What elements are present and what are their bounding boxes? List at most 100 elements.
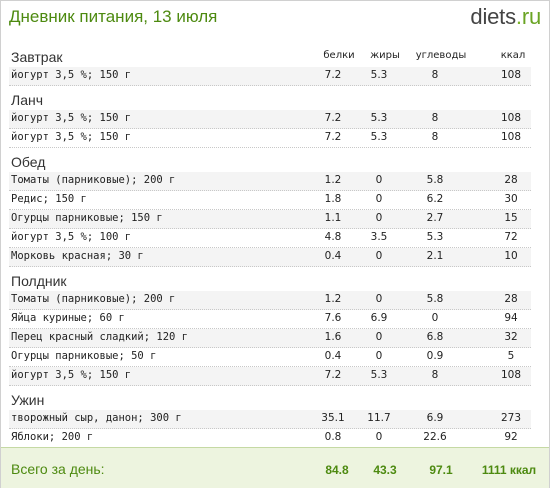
food-protein: 7.2 bbox=[324, 112, 342, 124]
food-row: йогурт 3,5 %; 150 г 7.2 5.3 8 108 bbox=[9, 367, 531, 386]
food-fat: 0 bbox=[375, 193, 383, 205]
food-kcal: 92 bbox=[504, 431, 518, 443]
logo-name: diets bbox=[470, 4, 516, 29]
food-protein: 1.6 bbox=[324, 331, 342, 343]
food-carbs: 5.8 bbox=[426, 174, 444, 186]
food-carbs: 2.1 bbox=[426, 250, 444, 262]
food-name: йогурт 3,5 %; 150 г bbox=[11, 131, 132, 143]
total-label: Всего за день: bbox=[11, 461, 105, 477]
food-row: йогурт 3,5 %; 100 г 4.8 3.5 5.3 72 bbox=[9, 229, 531, 248]
food-row: йогурт 3,5 %; 150 г 7.2 5.3 8 108 bbox=[9, 67, 531, 86]
food-row: Огурцы парниковые; 150 г 1.1 0 2.7 15 bbox=[9, 210, 531, 229]
food-carbs: 8 bbox=[431, 369, 439, 381]
column-header-carbs: углеводы bbox=[415, 50, 467, 61]
food-row: Томаты (парниковые); 200 г 1.2 0 5.8 28 bbox=[9, 291, 531, 310]
food-fat: 0 bbox=[375, 293, 383, 305]
column-header-kcal: ккал bbox=[500, 50, 526, 61]
food-row: йогурт 3,5 %; 150 г 7.2 5.3 8 108 bbox=[9, 129, 531, 148]
total-kcal: 1111 ккал bbox=[481, 463, 537, 477]
food-protein: 7.6 bbox=[324, 312, 342, 324]
food-kcal: 30 bbox=[504, 193, 518, 205]
food-fat: 5.3 bbox=[370, 69, 388, 81]
food-name: творожный сыр, данон; 300 г bbox=[11, 412, 182, 424]
food-row: Яйца куриные; 60 г 7.6 6.9 0 94 bbox=[9, 310, 531, 329]
food-row: Яблоки; 200 г 0.8 0 22.6 92 bbox=[9, 429, 531, 448]
food-kcal: 108 bbox=[500, 131, 522, 143]
food-protein: 7.2 bbox=[324, 131, 342, 143]
food-fat: 0 bbox=[375, 250, 383, 262]
food-row: Перец красный сладкий; 120 г 1.6 0 6.8 32 bbox=[9, 329, 531, 348]
food-protein: 4.8 bbox=[324, 231, 342, 243]
food-kcal: 28 bbox=[504, 293, 518, 305]
food-protein: 35.1 bbox=[321, 412, 345, 424]
food-carbs: 6.8 bbox=[426, 331, 444, 343]
food-protein: 1.2 bbox=[324, 293, 342, 305]
food-name: йогурт 3,5 %; 150 г bbox=[11, 369, 132, 381]
food-protein: 1.1 bbox=[324, 212, 342, 224]
food-name: Перец красный сладкий; 120 г bbox=[11, 331, 189, 343]
food-kcal: 28 bbox=[504, 174, 518, 186]
food-name: Редис; 150 г bbox=[11, 193, 87, 205]
meal-title: Ланч bbox=[11, 92, 43, 108]
total-fat: 43.3 bbox=[373, 463, 397, 477]
food-carbs: 0 bbox=[431, 312, 439, 324]
food-carbs: 6.2 bbox=[426, 193, 444, 205]
food-row: Морковь красная; 30 г 0.4 0 2.1 10 bbox=[9, 248, 531, 267]
food-row: Редис; 150 г 1.8 0 6.2 30 bbox=[9, 191, 531, 210]
food-name: Морковь красная; 30 г bbox=[11, 250, 144, 262]
food-kcal: 273 bbox=[500, 412, 522, 424]
logo-dot: . bbox=[515, 4, 522, 29]
food-protein: 7.2 bbox=[324, 369, 342, 381]
food-row: творожный сыр, данон; 300 г 35.1 11.7 6.9 27… bbox=[9, 410, 531, 429]
food-fat: 6.9 bbox=[370, 312, 388, 324]
food-name: Огурцы парниковые; 50 г bbox=[11, 350, 157, 362]
food-row: Томаты (парниковые); 200 г 1.2 0 5.8 28 bbox=[9, 172, 531, 191]
food-name: Томаты (парниковые); 200 г bbox=[11, 293, 176, 305]
food-kcal: 5 bbox=[507, 350, 515, 362]
meal-title: Завтрак bbox=[11, 49, 63, 65]
food-protein: 1.2 bbox=[324, 174, 342, 186]
total-carbs: 97.1 bbox=[429, 463, 453, 477]
food-carbs: 8 bbox=[431, 69, 439, 81]
food-kcal: 108 bbox=[500, 112, 522, 124]
diets-logo[interactable]: diets.ru bbox=[470, 4, 541, 30]
column-header-fat: жиры bbox=[370, 50, 400, 61]
food-protein: 0.8 bbox=[324, 431, 342, 443]
food-carbs: 8 bbox=[431, 131, 439, 143]
food-fat: 3.5 bbox=[370, 231, 388, 243]
column-header-protein: белки bbox=[323, 50, 355, 61]
food-fat: 0 bbox=[375, 350, 383, 362]
food-kcal: 72 bbox=[504, 231, 518, 243]
food-fat: 0 bbox=[375, 174, 383, 186]
food-name: Томаты (парниковые); 200 г bbox=[11, 174, 176, 186]
food-carbs: 0.9 bbox=[426, 350, 444, 362]
daily-total-bar: Всего за день: 84.8 43.3 97.1 1111 ккал bbox=[1, 447, 549, 488]
food-protein: 0.4 bbox=[324, 350, 342, 362]
food-fat: 11.7 bbox=[367, 412, 391, 424]
food-carbs: 5.8 bbox=[426, 293, 444, 305]
food-protein: 7.2 bbox=[324, 69, 342, 81]
food-protein: 1.8 bbox=[324, 193, 342, 205]
food-kcal: 32 bbox=[504, 331, 518, 343]
food-fat: 0 bbox=[375, 331, 383, 343]
food-protein: 0.4 bbox=[324, 250, 342, 262]
food-carbs: 6.9 bbox=[426, 412, 444, 424]
food-kcal: 94 bbox=[504, 312, 518, 324]
food-name: Яблоки; 200 г bbox=[11, 431, 94, 443]
food-fat: 5.3 bbox=[370, 369, 388, 381]
food-row: Огурцы парниковые; 50 г 0.4 0 0.9 5 bbox=[9, 348, 531, 367]
food-fat: 0 bbox=[375, 431, 383, 443]
food-fat: 0 bbox=[375, 212, 383, 224]
food-row: йогурт 3,5 %; 150 г 7.2 5.3 8 108 bbox=[9, 110, 531, 129]
meal-title: Полдник bbox=[11, 273, 67, 289]
header: Дневник питания, 13 июля diets.ru bbox=[1, 1, 549, 37]
food-carbs: 22.6 bbox=[423, 431, 447, 443]
food-name: Огурцы парниковые; 150 г bbox=[11, 212, 163, 224]
food-kcal: 10 bbox=[504, 250, 518, 262]
food-carbs: 5.3 bbox=[426, 231, 444, 243]
food-carbs: 8 bbox=[431, 112, 439, 124]
total-protein: 84.8 bbox=[325, 463, 349, 477]
food-kcal: 108 bbox=[500, 69, 522, 81]
food-kcal: 108 bbox=[500, 369, 522, 381]
